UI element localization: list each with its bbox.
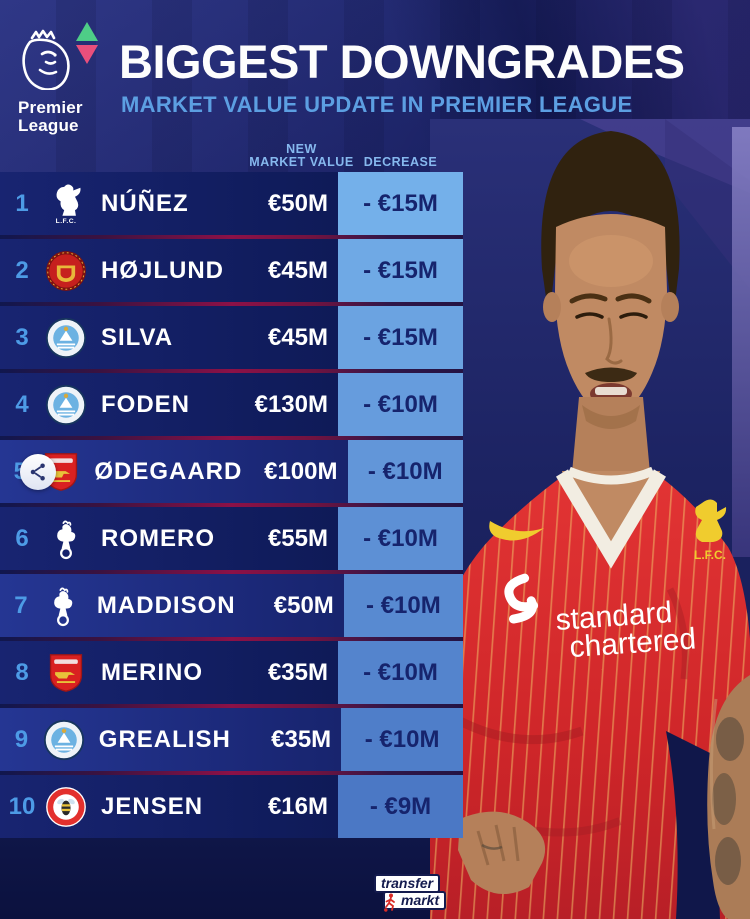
down-triangle-icon bbox=[76, 45, 98, 64]
decrease-value: - €10M bbox=[343, 574, 463, 637]
decrease-value: - €10M bbox=[338, 641, 463, 704]
svg-text:standard: standard bbox=[555, 596, 674, 637]
brentford-crest bbox=[44, 783, 88, 831]
player-name: GREALISH bbox=[98, 725, 231, 753]
svg-text:L.F.C.: L.F.C. bbox=[56, 217, 77, 224]
page-subtitle: MARKET VALUE UPDATE IN PREMIER LEAGUE bbox=[121, 92, 633, 117]
premier-league-logo: Premier League bbox=[18, 28, 83, 135]
player-name: MERINO bbox=[101, 658, 203, 686]
sponsor-logo: standard chartered bbox=[504, 573, 697, 664]
manchester-city-crest bbox=[44, 314, 88, 362]
player-name: HØJLUND bbox=[101, 256, 225, 284]
decrease-value: - €15M bbox=[338, 239, 463, 302]
player-name: JENSEN bbox=[101, 792, 204, 820]
table-row: 10 JENSEN €16M - €9M bbox=[0, 775, 463, 838]
ranking-table: 1 L.F.C. NÚÑEZ €50M - €15M 2 H bbox=[0, 172, 464, 838]
rank-label: 2 bbox=[15, 256, 29, 284]
running-player-icon bbox=[384, 893, 395, 912]
table-row: 7 MADDISON €50M - €10M bbox=[0, 574, 463, 637]
share-badge[interactable] bbox=[20, 454, 56, 490]
table-row: 6 ROMERO €55M - €10M bbox=[0, 507, 463, 570]
market-value: €55M bbox=[267, 524, 328, 552]
market-value: €100M bbox=[264, 457, 338, 485]
league-name-line1: Premier bbox=[18, 98, 83, 117]
decrease-value: - €9M bbox=[338, 775, 463, 838]
premier-league-lion-icon bbox=[22, 29, 70, 91]
table-row: 8 MERINO €35M - €10M bbox=[0, 641, 463, 704]
transfermarkt-logo: transfer markt bbox=[374, 874, 454, 916]
value-change-indicator bbox=[76, 22, 98, 64]
player-name: NÚÑEZ bbox=[101, 189, 189, 217]
rank-label: 9 bbox=[14, 725, 29, 753]
table-row: 9 GREALISH €35M - €10M bbox=[0, 708, 464, 771]
decrease-value: - €10M bbox=[338, 373, 463, 436]
player-name: FODEN bbox=[101, 390, 190, 418]
market-value: €35M bbox=[271, 725, 332, 753]
market-value: €35M bbox=[267, 658, 328, 686]
rank-label: 7 bbox=[14, 591, 28, 619]
rank-label: 4 bbox=[15, 390, 29, 418]
column-header-line2: MARKET VALUE bbox=[249, 155, 354, 169]
table-row: 4 FODEN €130M - €10M bbox=[0, 373, 463, 436]
decrease-value: - €10M bbox=[338, 507, 463, 570]
brand-word-markt: markt bbox=[383, 891, 447, 910]
market-value: €50M bbox=[267, 189, 328, 217]
player-name: MADDISON bbox=[96, 591, 236, 619]
column-header-new-market-value: NEW MARKET VALUE bbox=[239, 143, 364, 169]
svg-text:L.F.C.: L.F.C. bbox=[694, 548, 726, 562]
tottenham-crest bbox=[42, 582, 84, 630]
market-value: €16M bbox=[267, 792, 328, 820]
league-name-line2: League bbox=[18, 116, 79, 135]
page-title: BIGGEST DOWNGRADES bbox=[119, 35, 685, 88]
up-triangle-icon bbox=[76, 22, 98, 41]
player-name: ØDEGAARD bbox=[94, 457, 243, 485]
player-photo: L.F.C. standard chartered bbox=[430, 119, 750, 919]
rank-label: 1 bbox=[15, 189, 29, 217]
table-row: 2 HØJLUND €45M - €15M bbox=[0, 239, 463, 302]
column-header-decrease: DECREASE bbox=[363, 155, 438, 169]
player-name: ROMERO bbox=[101, 524, 215, 552]
liverpool-crest: L.F.C. bbox=[44, 180, 88, 228]
decrease-value: - €15M bbox=[338, 306, 463, 369]
rank-label: 8 bbox=[15, 658, 29, 686]
rank-label: 6 bbox=[15, 524, 29, 552]
manchester-city-crest bbox=[43, 716, 86, 764]
rank-label: 10 bbox=[8, 792, 36, 820]
market-value: €130M bbox=[254, 390, 328, 418]
share-icon bbox=[30, 463, 45, 481]
player-name: SILVA bbox=[101, 323, 174, 351]
decrease-value: - €15M bbox=[338, 172, 463, 235]
liverpool-crest-jersey: L.F.C. bbox=[694, 499, 727, 562]
market-value: €50M bbox=[273, 591, 334, 619]
market-value: €45M bbox=[267, 323, 328, 351]
table-row: 3 SILVA €45M - €15M bbox=[0, 306, 463, 369]
column-header-line1: NEW bbox=[286, 142, 317, 156]
table-row: 1 L.F.C. NÚÑEZ €50M - €15M bbox=[0, 172, 463, 235]
tottenham-crest bbox=[44, 515, 88, 563]
market-value: €45M bbox=[267, 256, 328, 284]
decrease-value: - €10M bbox=[347, 440, 463, 503]
arsenal-crest bbox=[44, 649, 88, 697]
manchester-united-crest bbox=[44, 247, 88, 295]
rank-label: 3 bbox=[15, 323, 29, 351]
decrease-value: - €10M bbox=[341, 708, 464, 771]
table-row: 5 ØDEGAARD €100M - €10M bbox=[0, 440, 463, 503]
manchester-city-crest bbox=[44, 381, 88, 429]
